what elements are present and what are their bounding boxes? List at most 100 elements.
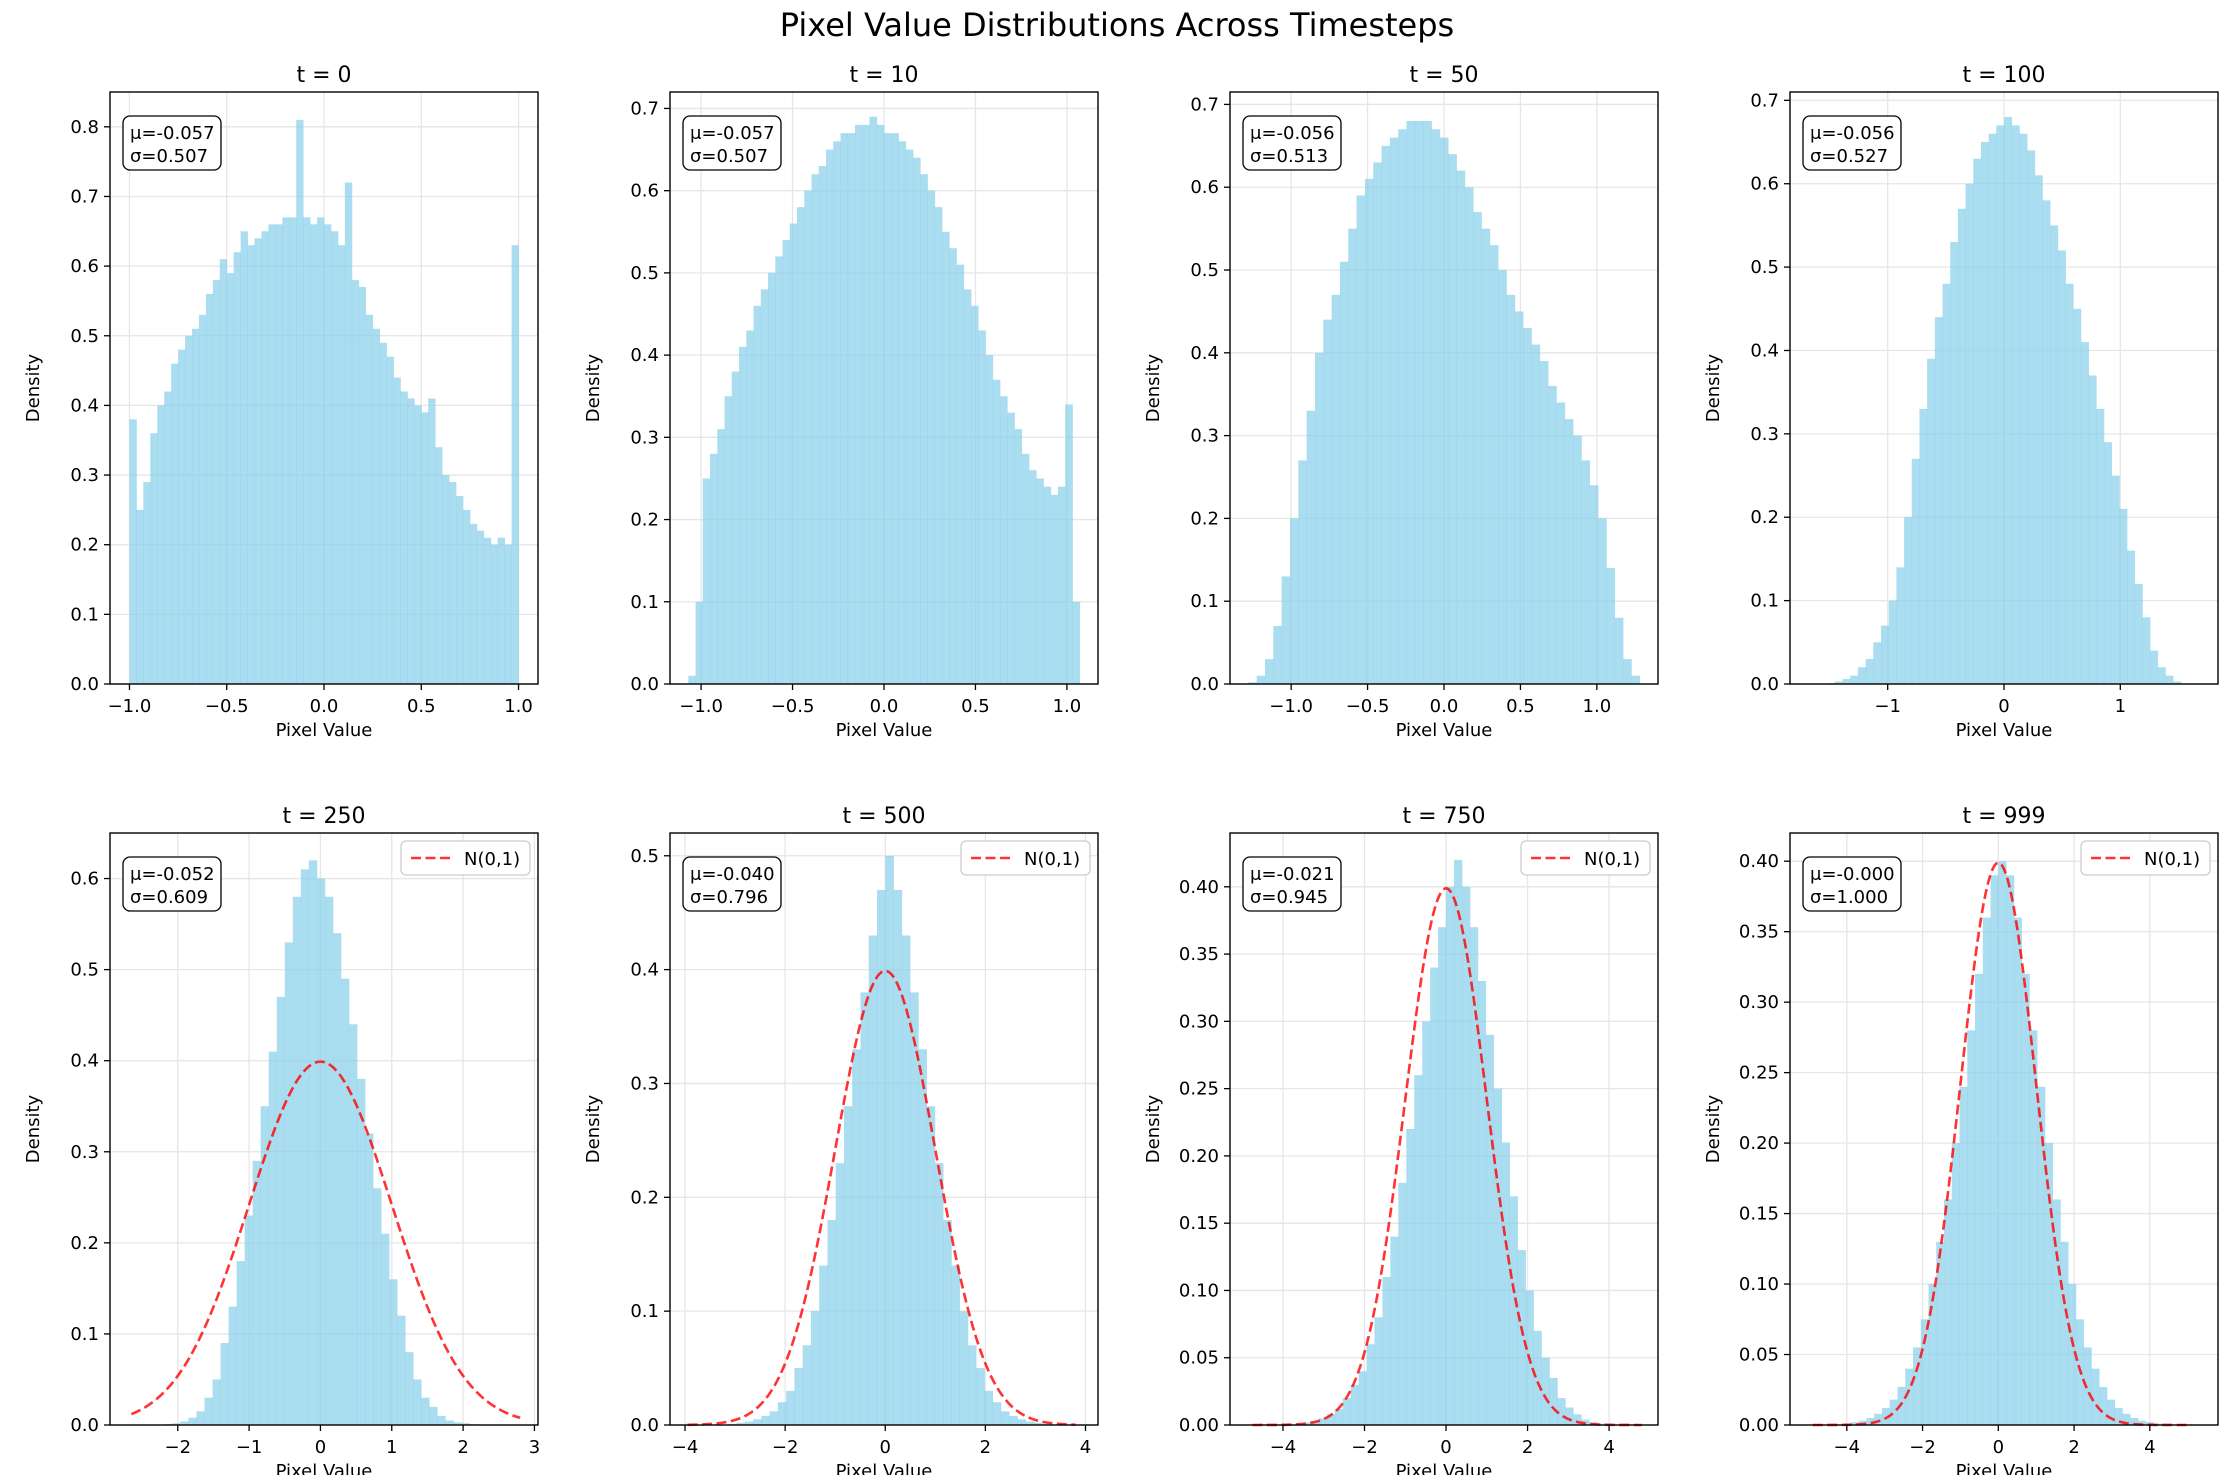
x-tick-label: −0.5 <box>771 696 815 717</box>
histogram-bar <box>993 380 1001 684</box>
histogram-bar <box>920 174 928 684</box>
histogram-bar <box>761 289 769 684</box>
stats-mean: μ=-0.057 <box>130 123 215 144</box>
histogram-bar <box>2142 617 2150 684</box>
histogram-bar <box>1912 459 1920 684</box>
histogram-bar <box>826 150 834 684</box>
y-tick-label: 0.4 <box>1750 340 1779 361</box>
histogram-bar <box>227 273 234 684</box>
histogram-bar <box>477 531 484 684</box>
histogram-bar <box>836 1163 845 1425</box>
histogram-bar <box>2135 584 2143 684</box>
histogram-bar <box>1533 1331 1541 1425</box>
subplot-7: 0.000.050.100.150.200.250.300.350.40−4−2… <box>1703 804 2218 1475</box>
x-tick-label: 4 <box>1603 1437 1614 1458</box>
histogram-bar <box>1043 487 1051 684</box>
histogram-bar <box>1343 1398 1351 1425</box>
histogram-bar <box>1051 495 1059 684</box>
histogram-bar <box>1927 359 1935 684</box>
y-tick-label: 0.6 <box>70 869 99 890</box>
histogram-bar <box>1448 154 1457 684</box>
y-tick-label: 0.6 <box>1190 177 1219 198</box>
histogram-bar <box>421 1398 429 1425</box>
histogram-bar <box>1265 659 1274 684</box>
histogram-bar <box>1367 1344 1375 1425</box>
y-tick-label: 0.15 <box>1179 1213 1219 1234</box>
histogram-bar <box>405 1352 413 1425</box>
histogram-bar <box>1958 209 1966 684</box>
histogram-bar <box>703 478 711 684</box>
histogram-bar <box>325 897 333 1425</box>
y-tick-label: 0.25 <box>1179 1079 1219 1100</box>
histogram-bar <box>2058 250 2066 684</box>
histogram-bar <box>1365 179 1374 684</box>
x-tick-label: 1.0 <box>504 696 533 717</box>
x-tick-label: −4 <box>672 1437 699 1458</box>
histogram-bar <box>1307 411 1316 684</box>
histogram-bar <box>855 125 863 684</box>
y-tick-label: 0.40 <box>1739 851 1779 872</box>
y-axis-label: Density <box>583 1094 604 1163</box>
histogram-bar <box>770 1411 779 1425</box>
histogram-bar <box>2042 200 2050 684</box>
y-tick-label: 0.0 <box>70 674 99 695</box>
histogram-bar <box>2158 667 2166 684</box>
histogram-bar <box>984 1391 993 1425</box>
x-tick-label: 1 <box>2115 696 2126 717</box>
histogram-bar <box>2022 974 2030 1425</box>
histogram-bar <box>413 1379 421 1425</box>
histogram-bar <box>1440 138 1449 684</box>
y-axis-label: Density <box>1143 1094 1164 1163</box>
y-tick-label: 0.0 <box>70 1415 99 1436</box>
histogram-bar <box>1348 229 1357 684</box>
y-tick-label: 0.3 <box>1750 424 1779 445</box>
histogram-bar <box>1960 1087 1968 1425</box>
y-tick-label: 0.1 <box>1190 591 1219 612</box>
y-tick-label: 0.2 <box>70 1233 99 1254</box>
stats-mean: μ=-0.052 <box>130 864 215 885</box>
subplot-title: t = 10 <box>849 63 918 88</box>
histogram-bar <box>778 1402 787 1425</box>
histogram-bar <box>1315 353 1324 684</box>
histogram-bar <box>463 510 470 684</box>
y-tick-label: 0.1 <box>70 604 99 625</box>
histogram-bar <box>1290 518 1299 684</box>
histogram-bar <box>1432 129 1441 684</box>
histogram-bar <box>885 856 894 1425</box>
histogram-bar <box>862 125 870 684</box>
histogram-bar <box>1975 974 1983 1425</box>
histogram-bar <box>898 141 906 684</box>
histogram-bar <box>164 391 171 684</box>
y-tick-label: 0.4 <box>70 395 99 416</box>
histogram-bar <box>827 1220 836 1425</box>
histogram-bar <box>1991 875 1999 1425</box>
histogram-bar <box>366 315 373 684</box>
y-tick-label: 0.0 <box>630 674 659 695</box>
stats-mean: μ=-0.056 <box>1810 123 1895 144</box>
histogram-bar <box>1989 134 1997 684</box>
histogram-bar <box>1929 1284 1937 1425</box>
histogram-bar <box>794 1368 803 1425</box>
histogram-bar <box>491 545 498 684</box>
histogram-bar <box>1518 1250 1526 1425</box>
histogram-bar <box>1540 361 1549 684</box>
histogram-bar <box>1490 245 1499 684</box>
histogram-bar <box>1523 328 1532 684</box>
y-tick-label: 0.10 <box>1739 1274 1779 1295</box>
histogram-bar <box>150 433 157 684</box>
histogram-bar <box>1398 129 1407 684</box>
y-tick-label: 0.7 <box>1190 94 1219 115</box>
y-axis-label: Density <box>23 353 44 422</box>
histogram-bar <box>976 1368 985 1425</box>
y-tick-label: 0.25 <box>1739 1063 1779 1084</box>
histogram-bar <box>1414 1075 1422 1425</box>
histogram-bar <box>333 933 341 1425</box>
histogram-bar <box>338 245 345 684</box>
y-tick-label: 0.7 <box>630 98 659 119</box>
y-axis-label: Density <box>583 353 604 422</box>
stats-std: σ=0.527 <box>1810 146 1888 167</box>
histogram-bar <box>1407 121 1416 684</box>
histogram-bar <box>1036 478 1044 684</box>
